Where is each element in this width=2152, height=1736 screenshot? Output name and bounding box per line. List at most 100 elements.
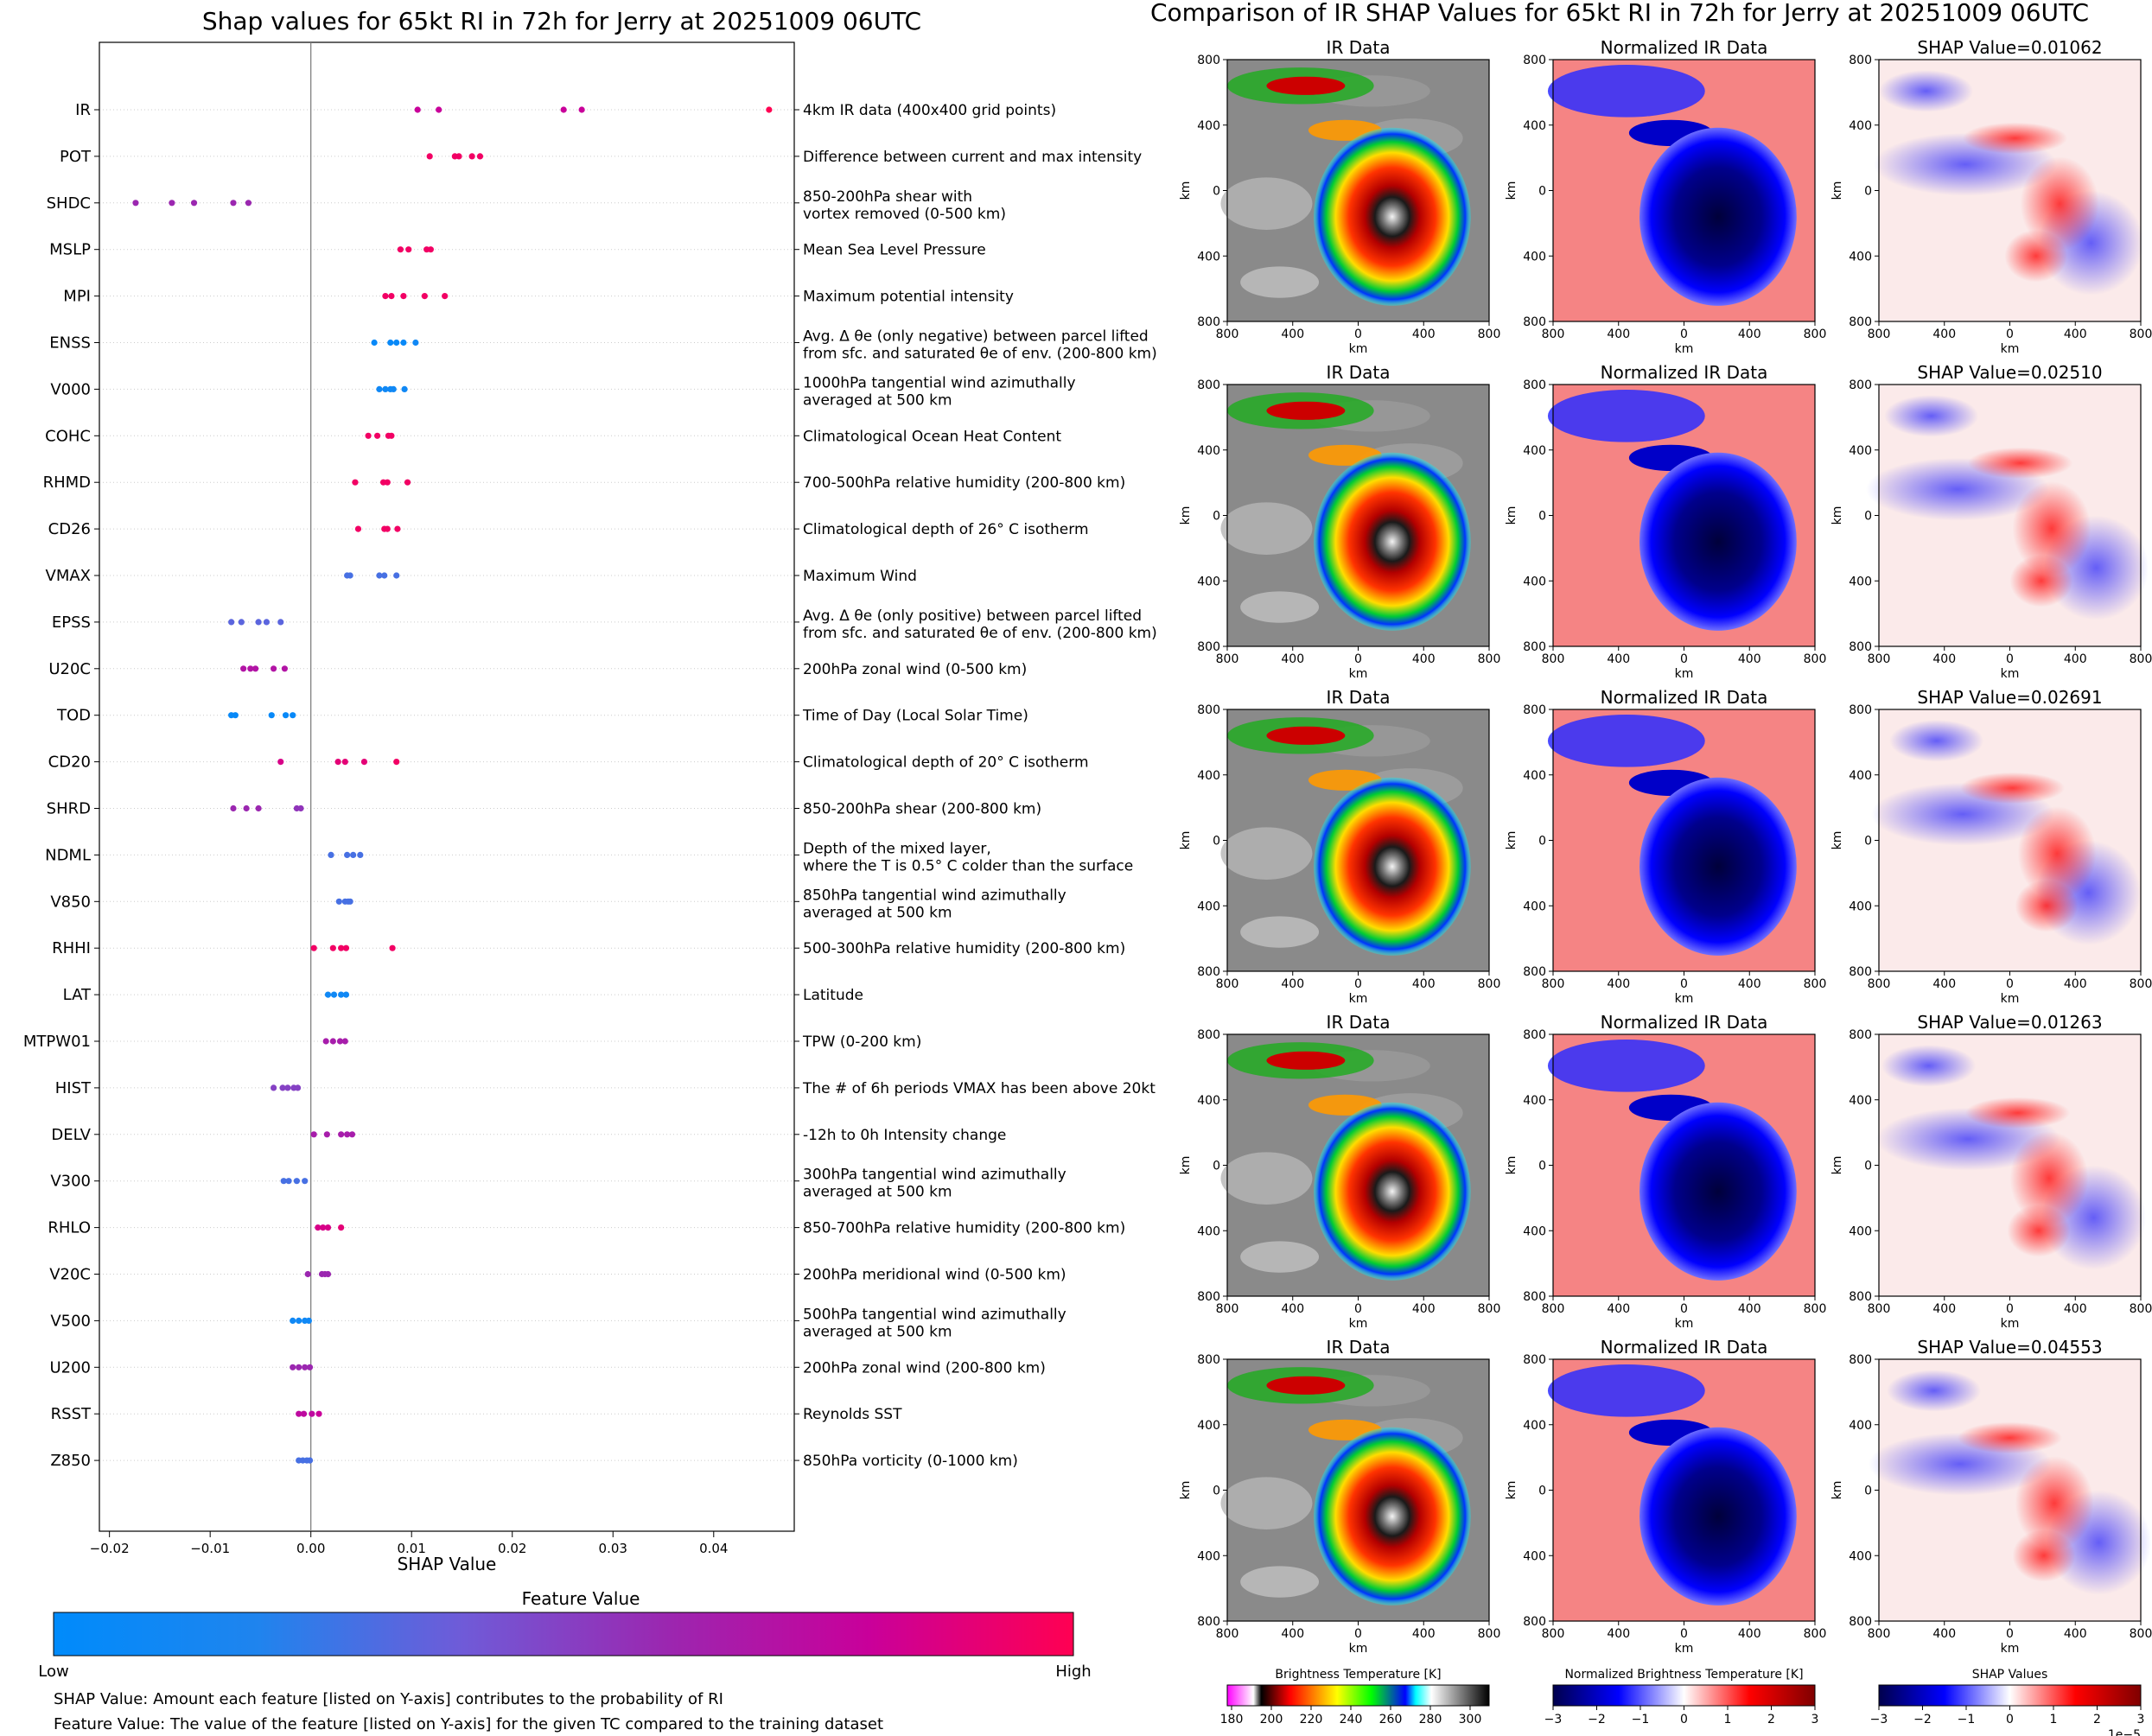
shap-point	[341, 1038, 348, 1045]
colorbar-tick-label: 1	[1724, 1713, 1732, 1726]
cloud-field	[1220, 502, 1313, 555]
shap-point	[371, 339, 378, 347]
shap-blob	[1884, 395, 1979, 437]
feature-description: 200hPa zonal wind (0-500 km)	[803, 661, 1027, 678]
feature-label: MTPW01	[23, 1033, 91, 1051]
panel-title-normalized: Normalized IR Data	[1601, 37, 1768, 58]
shap-point	[389, 944, 396, 951]
x-tick-label: 0.01	[398, 1541, 426, 1556]
panel-y-tick-label: 400	[1197, 250, 1220, 264]
panel-y-tick-label: 0	[1538, 835, 1546, 849]
feature-label: SHDC	[47, 194, 91, 213]
feature-description: vortex removed (0-500 km)	[803, 206, 1006, 223]
feature-description: Avg. Δ θe (only negative) between parcel…	[803, 328, 1149, 346]
shap-point	[277, 759, 284, 766]
colorbar-tick-label: 0	[2006, 1713, 2014, 1726]
colorbar-tick-label: 240	[1340, 1713, 1363, 1726]
panel-title-shap: SHAP Value=0.01062	[1917, 37, 2102, 58]
feature-description: 300hPa tangential wind azimuthally	[803, 1167, 1066, 1184]
colorbar-tick-label: 300	[1459, 1713, 1482, 1726]
storm-core	[1313, 1427, 1471, 1606]
panel-x-tick-label: 400	[1281, 327, 1304, 341]
plot-frame	[99, 41, 795, 1532]
feature-label: V850	[50, 893, 91, 911]
shap-point	[374, 432, 381, 439]
shap-point	[290, 1317, 296, 1324]
panel-y-tick-label: 400	[1523, 444, 1546, 458]
shap-point	[323, 1131, 330, 1138]
panel-x-tick-label: 0	[2006, 977, 2014, 991]
shap-point	[427, 246, 434, 253]
shap-blob	[2009, 554, 2073, 607]
cloud-field	[1240, 1566, 1320, 1598]
shap-point	[329, 1038, 336, 1045]
shap-point	[578, 106, 585, 113]
colorbar-exponent: 1e−5	[2108, 1728, 2141, 1736]
shap-point	[270, 1084, 277, 1091]
feature-label: VMAX	[46, 567, 92, 585]
x-tick-label: 0.00	[296, 1541, 325, 1556]
panel-title-normalized: Normalized IR Data	[1601, 1012, 1768, 1033]
panel-x-tick-label: 800	[1804, 1627, 1827, 1641]
panel-y-tick-label: 0	[1213, 185, 1220, 199]
panel-y-tick-label: 400	[1849, 1094, 1872, 1108]
colorbar-tick-label: −3	[1870, 1713, 1888, 1726]
cloud-field	[1240, 1241, 1320, 1273]
panel-x-tick-label: 800	[1216, 652, 1239, 666]
panel-x-tick-label: 800	[2130, 977, 2152, 991]
panel-x-tick-label: 400	[1281, 652, 1304, 666]
feature-description: Climatological depth of 26° C isotherm	[803, 521, 1089, 538]
shap-blob	[1964, 1097, 2071, 1129]
panel-y-tick-label: 800	[1523, 1615, 1546, 1629]
colorbar-low-label: Low	[38, 1663, 68, 1681]
panel-x-tick-label: 400	[2064, 1302, 2087, 1316]
panel-x-tick-label: 400	[1932, 1302, 1956, 1316]
shap-point	[381, 572, 388, 579]
panel-x-tick-label: 800	[1478, 1627, 1501, 1641]
panel-x-tick-label: 800	[2130, 652, 2152, 666]
shap-blob	[1887, 1370, 1982, 1412]
colorbar-tick-label: −3	[1544, 1713, 1563, 1726]
shap-point	[347, 898, 353, 905]
shap-point	[338, 1131, 345, 1138]
feature-label: RHMD	[43, 474, 91, 492]
panel-x-tick-label: 800	[1868, 977, 1891, 991]
panel-y-tick-label: 800	[1849, 965, 1872, 979]
cloud-field	[1220, 177, 1313, 230]
colorbar-tick-label: −1	[1632, 1713, 1650, 1726]
panel-y-label: km	[1179, 506, 1193, 525]
cloud-field	[1220, 1477, 1313, 1529]
convective-core	[1266, 76, 1346, 95]
panel-y-tick-label: 0	[1864, 185, 1872, 199]
shap-point	[365, 432, 372, 439]
feature-label: Z850	[50, 1452, 91, 1470]
panel-x-tick-label: 400	[1607, 652, 1630, 666]
panel-y-tick-label: 400	[1523, 1419, 1546, 1433]
panel-x-tick-label: 400	[1281, 1302, 1304, 1316]
shap-point	[255, 619, 262, 626]
panel-x-tick-label: 800	[1478, 977, 1501, 991]
panel-y-tick-label: 400	[1849, 769, 1872, 783]
shap-point	[393, 572, 400, 579]
panel-x-label: km	[2001, 667, 2020, 681]
convective-core	[1266, 1376, 1346, 1395]
panel-x-label: km	[2001, 342, 2020, 356]
panel-x-tick-label: 0	[2006, 1627, 2014, 1641]
panel-y-tick-label: 800	[1197, 1028, 1220, 1042]
feature-label: V500	[50, 1312, 91, 1330]
shap-point	[401, 385, 408, 392]
panel-y-tick-label: 400	[1523, 575, 1546, 588]
panel-x-label: km	[1349, 992, 1368, 1006]
panel-title-normalized: Normalized IR Data	[1601, 362, 1768, 383]
shap-blob	[2012, 1529, 2076, 1582]
panel-y-tick-label: 800	[1849, 315, 1872, 329]
feature-description: Depth of the mixed layer,	[803, 840, 991, 857]
panel-x-label: km	[1349, 1642, 1368, 1656]
panel-x-tick-label: 800	[1868, 327, 1891, 341]
panel-y-tick-label: 0	[1538, 1160, 1546, 1173]
panel-title-ir: IR Data	[1327, 37, 1391, 58]
panel-y-tick-label: 800	[1197, 1353, 1220, 1367]
shap-point	[268, 712, 275, 719]
panel-y-tick-label: 400	[1523, 1094, 1546, 1108]
panel-x-tick-label: 800	[2130, 327, 2152, 341]
